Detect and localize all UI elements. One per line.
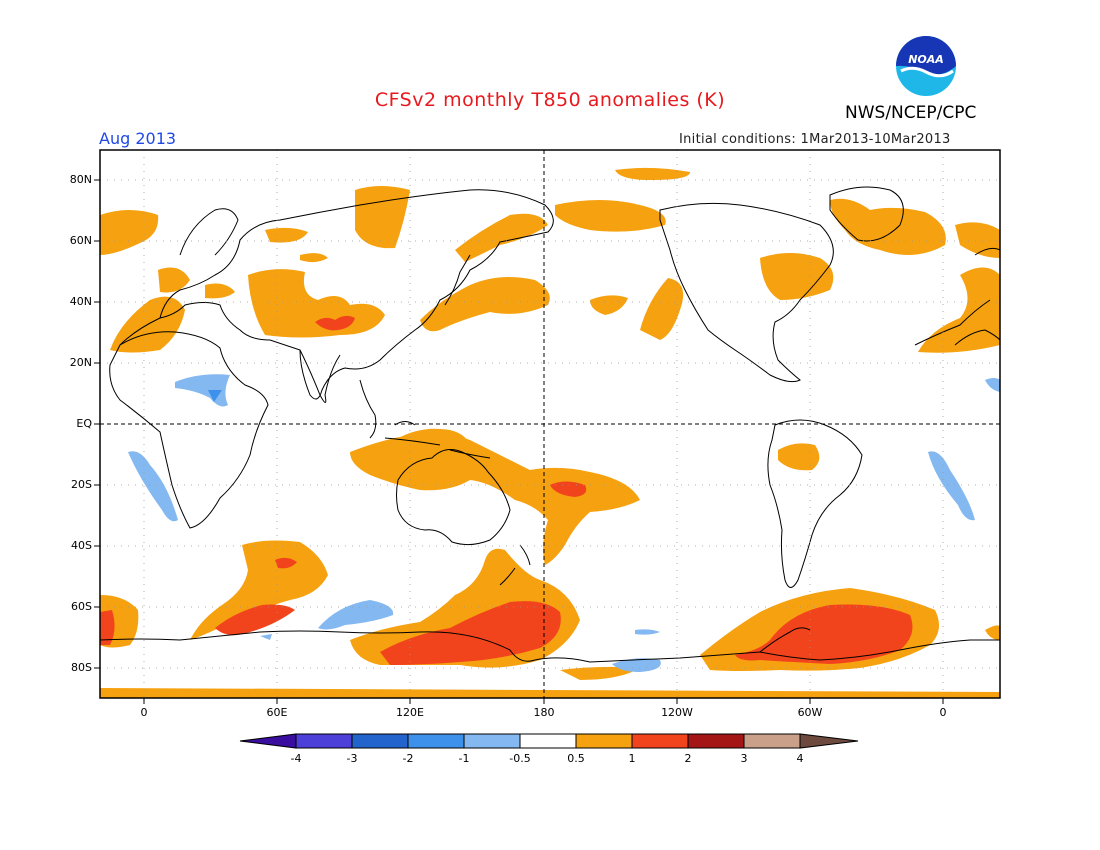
colorbar-bin-4-3 [295, 733, 353, 749]
colorbar-label: -3 [346, 752, 358, 765]
noaa-logo: NOAA [896, 36, 956, 96]
colorbar-bin-gt-4 [799, 733, 859, 749]
colorbar-bin-1-2 [631, 733, 689, 749]
lat-label: 20S [71, 478, 92, 491]
initial-conditions: Initial conditions: 1Mar2013-10Mar2013 [679, 132, 951, 147]
colorbar-label: 4 [796, 752, 804, 765]
colorbar-bin-3-4 [743, 733, 801, 749]
lat-label: 40N [69, 295, 92, 308]
colorbar-label: 2 [684, 752, 692, 765]
strong-warm-regions [100, 315, 913, 665]
lon-label: 120W [661, 706, 693, 719]
lat-label: 60N [69, 234, 92, 247]
svg-text:NOAA: NOAA [908, 53, 944, 66]
lat-label: 60S [71, 600, 92, 613]
colorbar-label: 1 [628, 752, 636, 765]
lat-label: 80S [71, 661, 92, 674]
colorbar-label: -0.5 [509, 752, 531, 765]
colorbar-bin-3-2 [351, 733, 409, 749]
axis-ticks [94, 179, 944, 704]
colorbar-label: 3 [740, 752, 748, 765]
lon-label: 120E [396, 706, 424, 719]
colorbar-bin-1-05 [463, 733, 521, 749]
lon-label: 180 [533, 706, 555, 719]
colorbar-label: -4 [290, 752, 302, 765]
lat-label: 40S [71, 539, 92, 552]
lat-label: 80N [69, 173, 92, 186]
lat-label: EQ [76, 417, 92, 430]
colorbar-label: 0.5 [567, 752, 585, 765]
lon-label: 60E [266, 706, 288, 719]
map-title: CFSv2 monthly T850 anomalies (K) [374, 89, 726, 111]
coastlines [100, 186, 1000, 663]
colorbar-bin-2-3 [687, 733, 745, 749]
lon-label: 0 [939, 706, 947, 719]
anomaly-shading [100, 167, 1000, 698]
colorbar-bin-05-1 [575, 733, 633, 749]
colorbar-label: -1 [458, 752, 470, 765]
colorbar [239, 733, 859, 749]
colorbar-bin-2-1 [407, 733, 465, 749]
cool-anomaly-regions [128, 374, 1000, 672]
agency-label: NWS/NCEP/CPC [845, 103, 977, 123]
colorbar-label: -2 [402, 752, 414, 765]
equator-dateline [100, 150, 1000, 698]
forecast-month: Aug 2013 [99, 129, 177, 148]
colorbar-bin-neutral [519, 733, 577, 749]
colorbar-bin-lt-4 [239, 733, 297, 749]
lat-label: 20N [69, 356, 92, 369]
lon-label: 60W [797, 706, 823, 719]
lon-label: 0 [140, 706, 148, 719]
